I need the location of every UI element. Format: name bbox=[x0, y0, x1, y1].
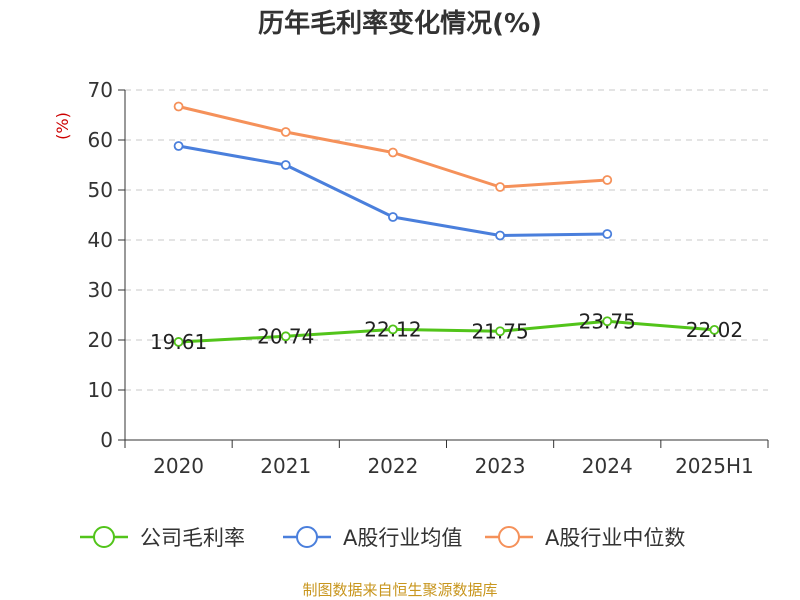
y-tick-label: 70 bbox=[88, 78, 113, 102]
data-point bbox=[495, 230, 505, 241]
data-label: 22.12 bbox=[364, 317, 421, 341]
data-point bbox=[495, 326, 505, 337]
legend-item: A股行业均值 bbox=[283, 526, 462, 550]
y-tick-label: 0 bbox=[100, 428, 113, 452]
legend-label: 公司毛利率 bbox=[140, 526, 245, 550]
legend-marker bbox=[93, 526, 115, 548]
data-point bbox=[388, 212, 398, 222]
x-tick-label: 2021 bbox=[260, 454, 311, 478]
data-point bbox=[495, 182, 505, 192]
x-tick-label: 2023 bbox=[475, 454, 526, 478]
data-point bbox=[280, 127, 291, 137]
data-point bbox=[280, 331, 291, 342]
data-labels: 19.61 20.74 22.12 21.75 23.75 22.02 bbox=[150, 309, 743, 354]
series-line bbox=[178, 319, 715, 344]
y-tick-label: 30 bbox=[88, 278, 113, 302]
legend-item: A股行业中位数 bbox=[485, 526, 685, 550]
data-point bbox=[173, 101, 184, 112]
x-tick-label: 2022 bbox=[367, 454, 418, 478]
series-1 bbox=[173, 316, 720, 347]
source-note: 制图数据来自恒生聚源数据库 bbox=[302, 581, 497, 599]
series-line bbox=[178, 144, 608, 237]
y-tick-label: 60 bbox=[88, 128, 113, 152]
data-label: 19.61 bbox=[150, 330, 207, 354]
data-point bbox=[602, 316, 613, 327]
x-tick-label: 2024 bbox=[582, 454, 633, 478]
data-point bbox=[709, 324, 720, 335]
data-label: 21.75 bbox=[471, 319, 528, 343]
data-point bbox=[173, 141, 184, 151]
legend-marker bbox=[296, 526, 318, 548]
legend-marker bbox=[498, 526, 520, 548]
data-point bbox=[602, 229, 613, 239]
x-tick-label: 2025H1 bbox=[675, 454, 754, 478]
data-label: 22.02 bbox=[686, 318, 743, 342]
axes: 0 10 20 30 40 50 60 70 2020 2021 2022 2023 2024 2025H… bbox=[88, 78, 769, 478]
y-tick-label: 50 bbox=[88, 178, 113, 202]
data-point bbox=[602, 175, 613, 185]
legend-item: 公司毛利率 bbox=[80, 526, 245, 550]
y-tick-label: 40 bbox=[88, 228, 113, 252]
y-tick-label: 20 bbox=[88, 328, 113, 352]
grid-lines bbox=[125, 89, 768, 391]
series-layer bbox=[173, 101, 720, 347]
data-point bbox=[388, 147, 398, 158]
series-3 bbox=[173, 101, 613, 192]
y-axis-label: (%) bbox=[53, 112, 72, 140]
data-label: 23.75 bbox=[579, 309, 636, 333]
x-tick-label: 2020 bbox=[153, 454, 204, 478]
legend-label: A股行业均值 bbox=[343, 526, 462, 550]
legend-label: A股行业中位数 bbox=[545, 526, 685, 550]
series-line bbox=[178, 105, 608, 189]
data-point bbox=[388, 324, 398, 335]
data-point bbox=[173, 337, 184, 347]
chart-title: 历年毛利率变化情况(%) bbox=[258, 8, 542, 39]
data-label: 20.74 bbox=[257, 324, 314, 348]
y-tick-label: 10 bbox=[88, 378, 113, 402]
series-2 bbox=[173, 141, 613, 241]
data-point bbox=[280, 160, 291, 170]
legend: 公司毛利率 A股行业均值 A股行业中位数 bbox=[80, 526, 685, 550]
